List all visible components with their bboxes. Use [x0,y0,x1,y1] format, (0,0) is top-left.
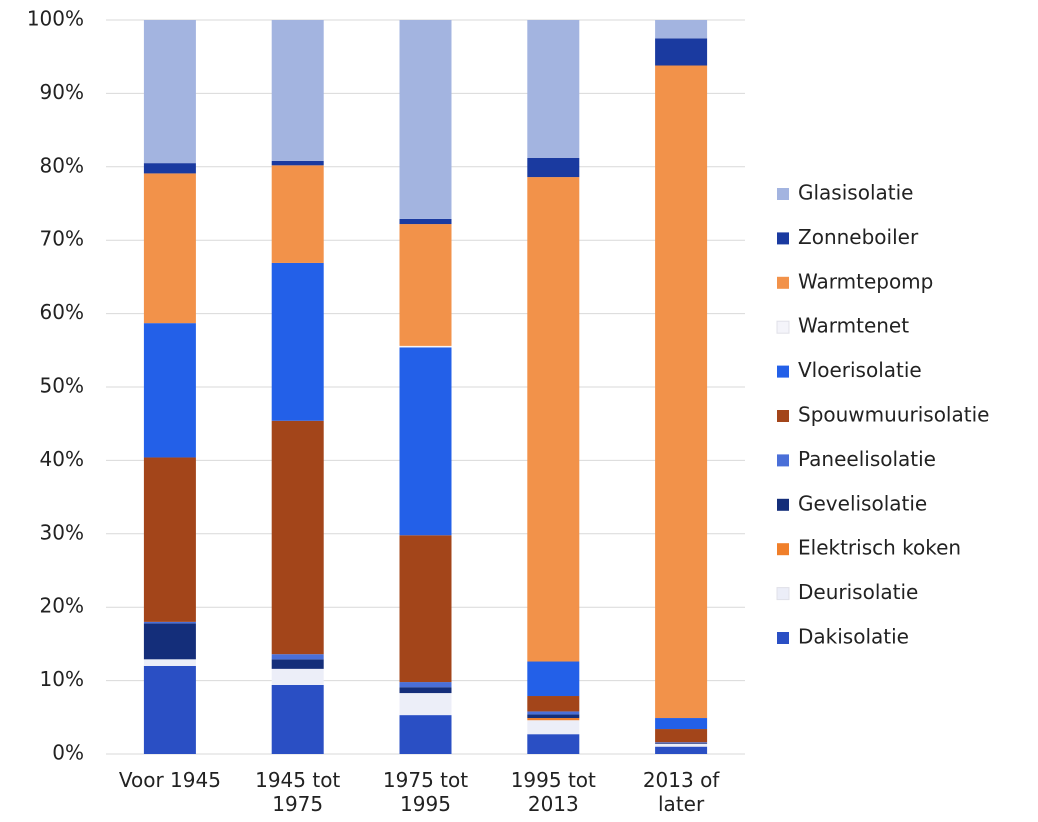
bar-segment [271,654,324,660]
bar-segment [143,457,196,622]
bar-segment [655,65,708,719]
bar-segment [527,718,580,721]
legend-label: Elektrisch koken [798,536,961,560]
bar-segment [271,659,324,669]
bar-segment [271,262,324,421]
legend-label: Glasisolatie [798,181,913,205]
y-tick-label: 30% [40,520,84,544]
y-tick-label: 10% [40,667,84,691]
legend-swatch [777,276,789,289]
bar-segment [143,173,196,324]
y-tick-label: 20% [40,594,84,618]
y-tick-label: 80% [40,153,84,177]
bar-segment [143,665,196,754]
legend-swatch [777,454,789,467]
legend-swatch [777,365,789,378]
bar-segment [399,715,452,754]
legend-swatch [776,320,790,334]
bar-segment [527,711,580,715]
bar-segment [527,157,580,178]
bar-segment [655,38,708,66]
legend-swatch [777,632,789,644]
legend-swatch [777,188,789,200]
legend-label: Spouwmuurisolatie [798,403,989,427]
bar-segment [399,682,452,688]
bar-segment [399,347,452,536]
bar-segment [399,20,452,219]
bar-segment [399,535,452,683]
bar-segment [527,177,580,662]
x-tick-label: 1945 tot 1975 [255,768,341,816]
bar-segment [655,746,708,754]
legend-swatch [777,543,789,556]
legend-label: Warmtepomp [798,269,933,293]
legend-swatch [776,587,790,601]
bar-segment [527,20,580,158]
bar-segment [655,718,708,730]
y-tick-label: 40% [40,447,84,471]
bar-segment [271,668,324,686]
legend-swatch [777,410,789,422]
legend-swatch [777,232,789,245]
bar-segment [527,661,580,697]
bar-segment [271,165,324,263]
bar-segment [527,720,580,735]
legend-swatch [777,498,789,511]
y-tick-label: 90% [40,80,84,104]
bar-segment [655,742,708,744]
y-tick-label: 70% [40,227,84,251]
bar-segment [271,20,324,161]
bar-segment [655,743,708,747]
bar-segment [143,163,196,174]
legend-label: Vloerisolatie [798,358,922,382]
legend-label: Zonneboiler [798,225,919,249]
y-tick-label: 50% [40,374,84,398]
bar-segment [271,685,324,754]
bar-segment [527,734,580,754]
bar-segment [143,621,196,624]
legend-label: Paneelisolatie [798,447,936,471]
y-tick-label: 60% [40,300,84,324]
bar-segment [143,20,196,164]
bar-segment [399,224,452,346]
legend-label: Gevelisolatie [798,491,927,515]
x-tick-label: 1975 tot 1995 [382,768,469,816]
bar-segment [399,218,452,225]
legend-label: Warmtenet [798,314,909,338]
bar-segment [655,20,708,39]
bar-segment [143,659,196,666]
legend-label: Deurisolatie [798,580,918,604]
bar-segment [655,742,708,743]
x-tick-label: 2013 of later [642,768,720,816]
bar-segment [399,693,452,716]
bar-segment [143,623,196,660]
bar-segment [271,420,324,655]
bar-segment [527,696,580,712]
bar-segment [143,323,196,458]
x-tick-label: 1995 tot 2013 [510,768,596,816]
bar-segment [399,345,452,348]
x-tick-label: Voor 1945 [118,768,221,792]
y-tick-label: 100% [27,7,84,31]
bar-segment [655,729,708,743]
bar-segment [527,714,580,719]
legend-label: Dakisolatie [798,625,909,649]
bar-segment [399,687,452,694]
y-tick-label: 0% [52,741,84,765]
bar-segment [271,160,324,166]
